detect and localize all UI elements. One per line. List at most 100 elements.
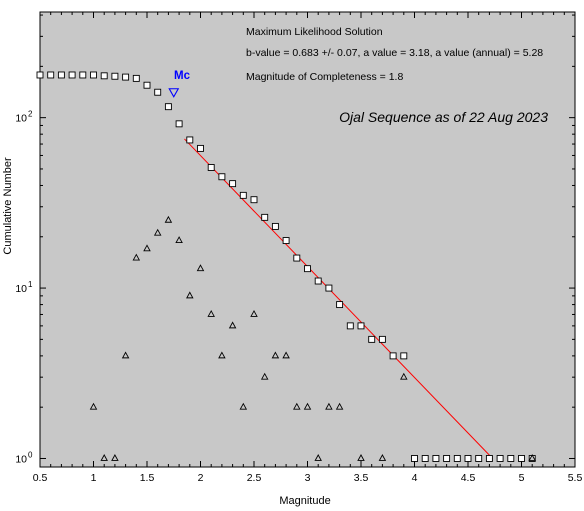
cumulative-point [346,322,354,330]
cumulative-point [111,72,119,80]
cumulative-point [68,71,76,79]
solution-params: b-value = 0.683 +/- 0.07, a value = 3.18… [246,47,543,59]
y-tick-label: 10 [15,113,27,125]
noncumulative-point [239,402,248,410]
noncumulative-point [153,228,162,236]
cumulative-point [164,103,172,111]
cumulative-point [314,277,322,285]
noncumulative-point [164,215,173,223]
cumulative-point [325,284,333,292]
noncumulative-point [250,310,258,317]
noncumulative-point [89,402,98,410]
cumulative-point [378,335,386,343]
cumulative-point [229,180,237,188]
cumulative-point [496,455,504,462]
noncumulative-point [400,372,408,380]
noncumulative-point [378,454,387,461]
noncumulative-point [260,372,269,380]
cumulative-point [411,455,418,462]
cumulative-point [79,71,87,79]
x-tick-label: 5 [519,472,525,484]
cumulative-point [239,191,247,199]
noncumulative-point [186,291,194,299]
axis-ticks [39,12,576,467]
data-marks [36,71,536,462]
noncumulative-point [282,351,290,359]
x-tick-label: 2.5 [247,472,262,484]
cumulative-point [197,144,204,152]
cumulative-point [357,322,365,330]
cumulative-point [485,455,493,462]
solution-title: Maximum Likelihood Solution [246,26,383,38]
cumulative-point [336,301,344,309]
cumulative-point [154,88,162,96]
noncumulative-point [143,244,151,252]
noncumulative-point [228,321,237,329]
completeness-label: Magnitude of Completeness = 1.8 [246,71,403,83]
fit-line [184,138,493,459]
x-tick-label: 1 [91,472,97,484]
noncumulative-point [100,454,108,461]
cumulative-point [47,71,55,79]
cumulative-point [293,254,301,262]
cumulative-point [282,237,290,245]
noncumulative-point [132,253,141,261]
sequence-title: Ojal Sequence as of 22 Aug 2023 [339,109,548,125]
x-axis-label: Magnitude [279,495,330,507]
x-tick-label: 2 [198,472,204,484]
cumulative-point [175,120,183,128]
cumulative-point [186,136,194,144]
y-tick-label: 10 [15,283,27,295]
cumulative-point [143,81,151,89]
cumulative-point [368,335,376,343]
cumulative-point [207,164,215,171]
noncumulative-point [325,402,333,410]
x-tick-label: 1.5 [140,472,155,484]
noncumulative-point [121,351,130,359]
cumulative-point [453,455,461,462]
noncumulative-point [293,402,301,410]
cumulative-point [400,352,408,360]
noncumulative-point [196,264,205,272]
plot-area [39,11,576,468]
cumulative-point [122,73,130,81]
cumulative-point [464,455,472,462]
cumulative-point [304,265,311,273]
cumulative-point [432,455,440,462]
x-tick-label: 5.5 [568,472,583,484]
x-tick-label: 3 [305,472,311,484]
y-tick-label-exponent: 0 [28,450,33,459]
mc-label: Mc [174,70,191,82]
y-tick-label: 10 [15,453,27,465]
x-tick-label: 4 [412,472,418,484]
cumulative-point [250,196,258,204]
cumulative-point [218,173,226,181]
noncumulative-point [207,310,215,317]
y-tick-label-exponent: 1 [28,280,33,289]
mc-marker [168,88,180,98]
noncumulative-point [335,402,344,410]
cumulative-point [100,72,108,80]
cumulative-point [443,455,451,462]
noncumulative-point [528,454,536,461]
noncumulative-point [303,402,312,410]
x-tick-label: 4.5 [461,472,476,484]
cumulative-point [271,222,279,230]
noncumulative-point [218,351,226,359]
x-tick-labels: 0.5 1 1.5 2 2.5 3 3.5 4 4.5 5 5.5 [33,472,583,484]
x-tick-label: 3.5 [354,472,369,484]
noncumulative-point [357,454,365,461]
cumulative-point [261,213,269,221]
cumulative-point [36,71,44,79]
cumulative-point [421,455,429,462]
cumulative-point [389,352,397,360]
noncumulative-point [314,454,322,461]
noncumulative-point [175,236,183,244]
y-axis-label: Cumulative Number [2,157,14,255]
x-tick-label: 0.5 [33,472,48,484]
cumulative-point [132,74,140,82]
cumulative-point [518,455,525,462]
y-tick-label-exponent: 2 [28,110,33,119]
